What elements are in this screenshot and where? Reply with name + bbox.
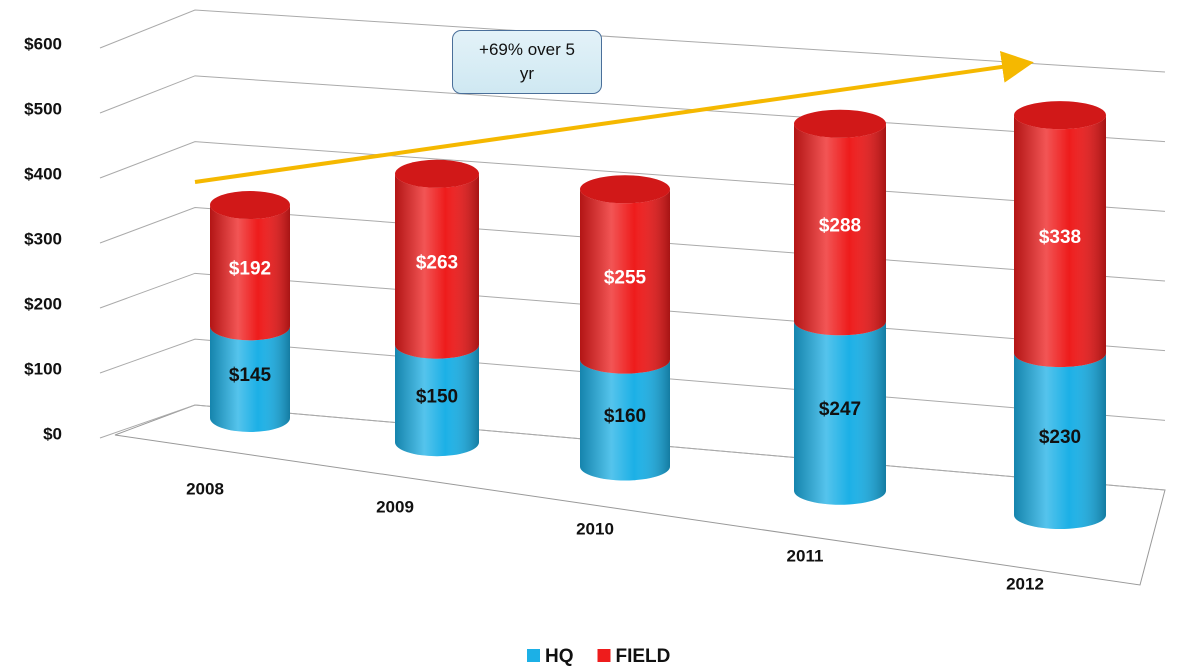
value-label: $160: [604, 406, 646, 427]
bar-shading: [580, 189, 670, 374]
value-label: $192: [229, 259, 271, 280]
x-tick-label: 2012: [1006, 574, 1044, 593]
bar-shading: [395, 173, 479, 359]
legend-label: FIELD: [616, 646, 671, 667]
bar-cap: [580, 175, 670, 204]
trend-arrow: [194, 50, 1034, 184]
bar-shading: [395, 344, 479, 457]
bar-cap-shade: [1014, 101, 1106, 130]
bar-shading: [580, 359, 670, 481]
legend-label: HQ: [545, 646, 574, 667]
value-label: $338: [1039, 227, 1081, 248]
legend-swatch: [597, 649, 611, 662]
y-tick-label: $400: [24, 164, 62, 183]
value-label: $150: [416, 387, 458, 408]
value-label: $255: [604, 267, 647, 288]
x-tick-label: 2009: [376, 497, 414, 516]
y-tick-label: $0: [43, 424, 62, 443]
legend-swatch: [527, 649, 540, 662]
bar-shading: [1014, 115, 1106, 368]
x-tick-label: 2010: [576, 519, 614, 538]
value-label: $230: [1039, 427, 1081, 448]
y-tick-label: $200: [24, 294, 62, 313]
bar-cap-shade: [210, 191, 290, 220]
bar-shading: [794, 123, 886, 336]
value-label: $288: [819, 216, 861, 237]
value-label: $145: [229, 365, 272, 386]
bar-shading: [794, 321, 886, 505]
y-tick-label: $300: [24, 229, 62, 248]
y-tick-label: $600: [24, 34, 62, 53]
annotation: +69% over 5 yr: [452, 30, 602, 94]
bar-cap: [794, 109, 886, 138]
bar-cap-shade: [395, 159, 479, 188]
bar-cap: [1014, 101, 1106, 130]
value-label: $263: [416, 252, 458, 273]
value-label: $247: [819, 399, 861, 420]
bar-shading: [1014, 353, 1106, 529]
y-tick-label: $500: [24, 99, 62, 118]
grid-line: [99, 75, 1166, 143]
bar-cap: [395, 159, 479, 188]
bar-shading: [210, 326, 290, 432]
x-tick-label: 2008: [186, 479, 224, 498]
bar-cap-shade: [794, 109, 886, 138]
bar-cap-shade: [580, 175, 670, 204]
bar-cap: [210, 191, 290, 220]
x-tick-label: 2011: [787, 546, 824, 565]
bar-shading: [210, 205, 290, 341]
grid-line: [99, 9, 1166, 73]
y-tick-label: $100: [24, 359, 62, 378]
